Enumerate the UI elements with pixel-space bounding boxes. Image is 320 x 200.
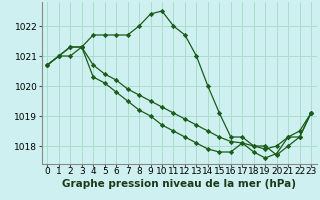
X-axis label: Graphe pression niveau de la mer (hPa): Graphe pression niveau de la mer (hPa) [62, 179, 296, 189]
